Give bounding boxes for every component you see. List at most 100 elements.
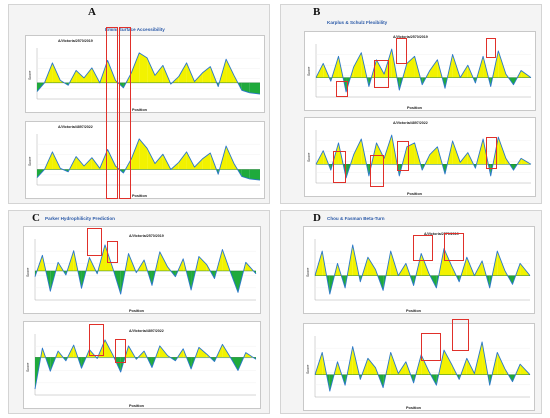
above-threshold-fill xyxy=(42,348,46,358)
above-threshold-fill xyxy=(76,70,84,83)
score-chart xyxy=(34,334,257,396)
plot-2019: A/Victoria/2570/2019 Score Position xyxy=(304,31,536,111)
above-threshold-fill xyxy=(83,67,92,83)
above-threshold-fill xyxy=(497,352,505,375)
above-threshold-fill xyxy=(520,364,530,375)
x-axis-label: Position xyxy=(407,106,422,110)
strain-label: A/Victoria/2570/2019 xyxy=(58,39,93,43)
panel-title: Emini Surface Accessibility xyxy=(105,27,165,32)
panel-title: Chou & Fasman Beta-Turn xyxy=(327,216,385,221)
above-threshold-fill xyxy=(155,65,163,83)
above-threshold-fill xyxy=(402,146,407,165)
above-threshold-fill xyxy=(398,263,406,276)
above-threshold-fill xyxy=(361,358,368,375)
x-axis-label: Position xyxy=(132,108,147,112)
below-threshold-fill xyxy=(410,275,414,286)
below-threshold-fill xyxy=(512,275,516,285)
below-threshold-fill xyxy=(366,164,369,176)
panel-letter: C xyxy=(32,212,40,224)
highlight-box xyxy=(107,241,118,263)
above-threshold-fill xyxy=(67,345,74,358)
highlight-box xyxy=(444,233,464,261)
above-threshold-fill xyxy=(322,352,327,375)
above-threshold-fill xyxy=(482,341,488,375)
x-axis-label: Position xyxy=(406,406,421,410)
series-line xyxy=(34,339,257,390)
above-threshold-fill xyxy=(375,269,378,276)
below-threshold-fill xyxy=(345,275,348,288)
highlight-box xyxy=(87,228,102,256)
highlight-box-2 xyxy=(119,27,131,199)
below-threshold-fill xyxy=(65,270,68,275)
below-threshold-fill xyxy=(37,169,45,178)
above-threshold-fill xyxy=(461,257,467,276)
highlight-box xyxy=(413,235,433,261)
series-line xyxy=(36,138,261,181)
highlight-box xyxy=(336,81,348,97)
x-axis-label: Position xyxy=(407,192,422,196)
panel-title: Karplus & Schulz Flexibility xyxy=(327,20,388,25)
panel-letter: B xyxy=(313,6,321,18)
panel-letter: D xyxy=(313,212,321,224)
highlight-box-1 xyxy=(106,27,118,199)
highlight-box xyxy=(333,151,346,183)
above-threshold-fill xyxy=(402,63,407,78)
above-threshold-fill xyxy=(353,52,362,78)
score-chart xyxy=(315,44,532,98)
highlight-box xyxy=(421,333,441,361)
above-threshold-fill xyxy=(222,249,230,271)
strain-label: A/Victoria/4897/2022 xyxy=(58,125,93,129)
score-chart xyxy=(314,239,531,301)
highlight-box xyxy=(397,141,409,171)
above-threshold-fill xyxy=(371,59,377,78)
above-threshold-fill xyxy=(444,248,452,276)
above-threshold-fill xyxy=(352,346,360,375)
above-threshold-fill xyxy=(429,59,438,78)
score-chart xyxy=(36,134,261,186)
above-threshold-fill xyxy=(144,351,148,358)
below-threshold-fill xyxy=(383,374,386,388)
above-threshold-fill xyxy=(384,135,392,165)
above-threshold-fill xyxy=(385,251,391,276)
series-line xyxy=(36,52,261,95)
highlight-box xyxy=(486,38,496,58)
plot-2019: A/Victoria/2570/2019 Score Position xyxy=(23,226,261,314)
series-line xyxy=(315,48,532,93)
above-threshold-fill xyxy=(367,257,376,276)
above-threshold-fill xyxy=(131,52,140,83)
highlight-box xyxy=(452,319,469,351)
x-axis-label: Position xyxy=(129,404,144,408)
below-threshold-fill xyxy=(241,169,250,179)
highlight-box xyxy=(115,339,126,363)
series-line xyxy=(34,244,257,295)
above-threshold-fill xyxy=(131,138,140,170)
highlight-box xyxy=(370,155,384,187)
strain-label: A/Victoria/2570/2019 xyxy=(393,35,428,39)
above-threshold-fill xyxy=(504,270,508,276)
below-threshold-fill xyxy=(249,169,260,181)
series-line xyxy=(315,134,532,179)
above-threshold-fill xyxy=(406,56,415,78)
above-threshold-fill xyxy=(198,256,207,271)
highlight-box xyxy=(89,324,104,356)
highlight-box xyxy=(396,38,407,64)
above-threshold-fill xyxy=(178,62,187,83)
below-threshold-fill xyxy=(413,275,416,286)
above-threshold-fill xyxy=(76,156,84,170)
above-threshold-fill xyxy=(178,151,187,170)
below-threshold-fill xyxy=(249,82,260,95)
strain-label: A/Victoria/4897/2022 xyxy=(393,121,428,125)
above-threshold-fill xyxy=(37,255,43,271)
x-axis-label: Position xyxy=(129,309,144,313)
above-threshold-fill xyxy=(139,52,148,83)
score-chart xyxy=(34,239,257,301)
score-chart xyxy=(314,336,531,398)
above-threshold-fill xyxy=(83,157,92,170)
plot-2022: A/Victoria/4897/2022 Score Position xyxy=(23,321,261,409)
below-threshold-fill xyxy=(486,275,490,288)
below-threshold-fill xyxy=(81,270,86,289)
above-threshold-fill xyxy=(323,150,329,165)
above-threshold-fill xyxy=(483,139,489,165)
below-threshold-fill xyxy=(241,82,250,93)
above-threshold-fill xyxy=(414,56,421,78)
